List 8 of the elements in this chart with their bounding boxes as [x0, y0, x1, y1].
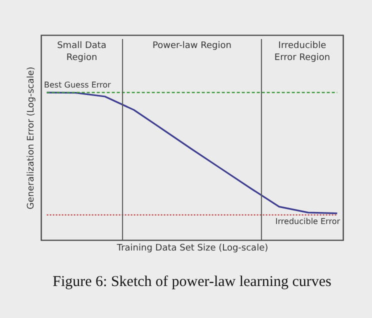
text: Figure 6: Sketch of power-law learning curves [52, 274, 332, 290]
text: Irreducible Error Region [274, 41, 330, 63]
series-label: Best Guess Error [44, 80, 112, 90]
series-label: Irreducible Error [275, 216, 341, 226]
text: Small Data Region [57, 41, 106, 63]
y-axis-title: Generalization Error (Log-scale) [26, 66, 36, 210]
x-axis-title: Training Data Set Size (Log-scale) [116, 244, 268, 254]
text: Power-law Region [152, 41, 232, 51]
